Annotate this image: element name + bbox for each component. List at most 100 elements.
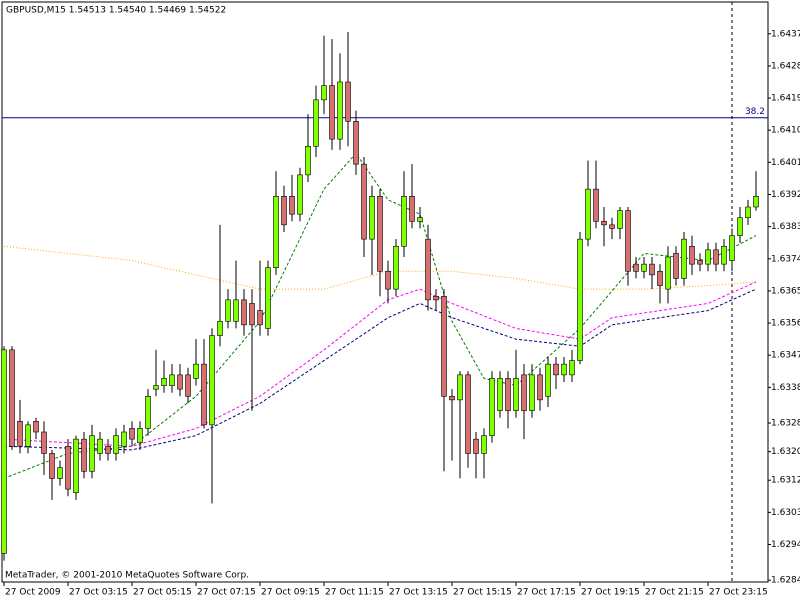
candle-body <box>249 303 255 326</box>
candle-body <box>625 210 631 272</box>
x-tick-label: 27 Oct 11:15 <box>325 588 384 598</box>
candle-body <box>521 374 527 411</box>
candle-body <box>321 85 327 101</box>
candle-body <box>273 195 279 269</box>
candle-body <box>561 363 567 376</box>
y-tick-label: 1.63565 <box>771 319 800 329</box>
candle-body <box>49 453 55 479</box>
x-tick-label: 27 Oct 03:15 <box>69 588 128 598</box>
x-tick-label: 27 Oct 19:15 <box>581 588 640 598</box>
y-tick-label: 1.62845 <box>771 576 800 586</box>
candle-body <box>225 299 231 322</box>
candle-body <box>97 438 103 454</box>
candle-body <box>25 424 31 447</box>
candle-body <box>729 235 735 261</box>
candle-body <box>545 363 551 397</box>
candle-body <box>121 431 127 447</box>
candle-body <box>409 195 415 222</box>
candle-body <box>81 438 87 472</box>
candle-body <box>361 163 367 240</box>
candle-body <box>257 310 263 326</box>
y-tick-label: 1.64015 <box>771 158 800 168</box>
candle-body <box>241 299 247 326</box>
candle-body <box>105 445 111 454</box>
candle-body <box>577 238 583 361</box>
copyright: MetaTrader, © 2001-2010 MetaQuotes Softw… <box>5 571 249 581</box>
candle-body <box>697 260 703 265</box>
candle-body <box>73 438 79 494</box>
candle-body <box>89 435 95 472</box>
candle-body <box>721 245 727 265</box>
y-tick-label: 1.63475 <box>771 351 800 361</box>
candle-body <box>17 420 23 447</box>
candle-body <box>753 195 759 208</box>
candle-body <box>569 360 575 376</box>
candle-body <box>145 395 151 429</box>
candle-body <box>745 206 751 219</box>
candle-body <box>665 256 671 290</box>
candle-body <box>393 245 399 290</box>
candle-body <box>425 238 431 301</box>
candle-body <box>633 263 639 272</box>
x-tick-label: 27 Oct 17:15 <box>517 588 576 598</box>
candle-body <box>353 120 359 165</box>
candle-body <box>313 99 319 147</box>
candle-body <box>369 195 375 240</box>
candle-body <box>513 378 519 411</box>
candle-body <box>641 263 647 272</box>
candle-body <box>593 188 599 222</box>
plot-frame <box>1 1 769 583</box>
candle-body <box>113 435 119 454</box>
candle-body <box>377 195 383 272</box>
candle-body <box>657 270 663 286</box>
candle-body <box>681 238 687 279</box>
chart-title: GBPUSD,M15 1.54513 1.54540 1.54469 1.545… <box>6 6 226 16</box>
candle-body <box>689 245 695 265</box>
candle-body <box>457 374 463 401</box>
y-tick-label: 1.63385 <box>771 383 800 393</box>
candle-body <box>137 428 143 444</box>
candle-body <box>201 363 207 426</box>
candle-body <box>217 320 223 336</box>
candle-body <box>553 363 559 376</box>
candle-body <box>209 335 215 426</box>
x-tick-label: 27 Oct 05:15 <box>133 588 192 598</box>
candle-body <box>337 81 343 140</box>
y-tick-label: 1.63035 <box>771 508 800 518</box>
candle-body <box>153 385 159 390</box>
x-tick-label: 27 Oct 21:15 <box>645 588 704 598</box>
candle-body <box>329 85 335 140</box>
candle-body <box>41 431 47 454</box>
candle-body <box>737 217 743 236</box>
x-tick-label: 27 Oct 2009 <box>5 588 61 598</box>
candle-body <box>497 378 503 411</box>
candle-body <box>161 378 167 386</box>
moving-average <box>3 281 757 447</box>
y-tick-label: 1.63835 <box>771 222 800 232</box>
candle-body <box>265 267 271 329</box>
candle-body <box>297 174 303 215</box>
candle-body <box>33 420 39 433</box>
x-tick-label: 27 Oct 09:15 <box>261 588 320 598</box>
y-tick-label: 1.63925 <box>771 190 800 200</box>
candle-body <box>673 253 679 279</box>
y-tick-label: 1.64105 <box>771 126 800 136</box>
candle-body <box>489 378 495 436</box>
candle-body <box>65 445 71 490</box>
candle-body <box>433 295 439 301</box>
candle-body <box>385 270 391 290</box>
candle-body <box>417 217 423 222</box>
candle-body <box>233 299 239 322</box>
candle-body <box>529 374 535 411</box>
candle-body <box>177 374 183 390</box>
y-tick-label: 1.63285 <box>771 419 800 429</box>
candle-body <box>473 438 479 454</box>
candle-body <box>193 363 199 379</box>
y-tick-label: 1.64195 <box>771 94 800 104</box>
candle-body <box>465 374 471 454</box>
candle-body <box>441 295 447 397</box>
y-tick-label: 1.64285 <box>771 61 800 71</box>
candle-body <box>9 349 15 447</box>
x-tick-label: 27 Oct 15:15 <box>453 588 512 598</box>
